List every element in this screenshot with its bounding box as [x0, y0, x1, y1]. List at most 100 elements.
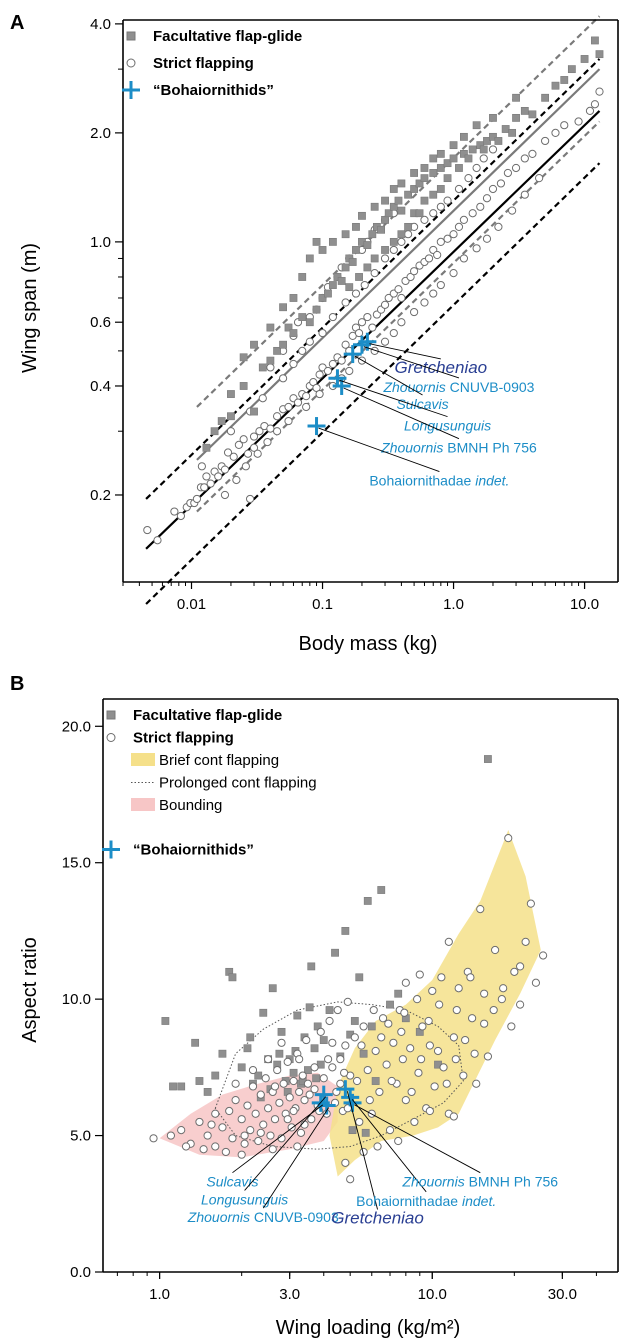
point-strict-flapping: [181, 1142, 191, 1151]
annotation-label: Bohaiornithadae indet.: [356, 1193, 496, 1209]
point-facultative-flap-glide: [203, 1088, 212, 1096]
point-strict-flapping: [302, 402, 311, 412]
point-strict-flapping: [270, 1082, 280, 1091]
point-facultative-flap-glide: [305, 318, 314, 327]
point-strict-flapping: [560, 121, 569, 130]
point-strict-flapping: [223, 448, 233, 457]
annotation-specimen: indet.: [458, 1193, 496, 1209]
annotation-leader: [369, 343, 441, 360]
point-strict-flapping: [397, 293, 406, 303]
point-facultative-flap-glide: [397, 230, 406, 239]
legend-label: Prolonged cont flapping: [159, 775, 317, 792]
legend-entry: “Bohaiornithids”: [102, 840, 254, 859]
legend-entry: Brief cont flapping: [131, 752, 279, 769]
point-strict-flapping: [283, 1057, 292, 1067]
point-strict-flapping: [284, 402, 293, 412]
point-facultative-flap-glide: [259, 1008, 268, 1017]
point-facultative-flap-glide: [305, 1003, 314, 1012]
legend-entry: Bounding: [131, 797, 222, 814]
point-strict-flapping: [444, 937, 453, 946]
point-facultative-flap-glide: [258, 363, 267, 372]
point-strict-flapping: [425, 1041, 434, 1050]
point-strict-flapping: [480, 1019, 489, 1028]
point-strict-flapping: [302, 1035, 311, 1045]
point-strict-flapping: [574, 117, 583, 126]
point-facultative-flap-glide: [436, 164, 445, 172]
point-strict-flapping: [207, 1120, 216, 1129]
annotation-specimen: BMNH Ph 756: [465, 1174, 559, 1190]
point-strict-flapping: [420, 298, 429, 307]
point-strict-flapping: [254, 1136, 263, 1146]
y-tick-label: 0.0: [70, 1264, 91, 1281]
point-facultative-flap-glide: [277, 1027, 286, 1036]
annotation-leader: [354, 1104, 481, 1174]
point-strict-flapping: [237, 1115, 246, 1124]
point-strict-flapping: [451, 1055, 460, 1064]
point-strict-flapping: [449, 1112, 458, 1121]
x-tick-label: 0.01: [177, 596, 206, 613]
point-strict-flapping: [418, 1022, 427, 1031]
point-strict-flapping: [264, 1055, 273, 1064]
y-tick-label: 15.0: [62, 855, 91, 872]
point-strict-flapping: [166, 1131, 175, 1140]
point-strict-flapping: [328, 1063, 337, 1072]
point-strict-flapping: [273, 1065, 282, 1075]
point-facultative-flap-glide: [420, 164, 429, 172]
point-strict-flapping: [319, 1074, 328, 1083]
point-facultative-flap-glide: [394, 196, 403, 205]
point-facultative-flap-glide: [455, 164, 463, 172]
point-facultative-flap-glide: [352, 246, 360, 254]
point-strict-flapping: [433, 1046, 443, 1056]
point-strict-flapping: [454, 222, 464, 231]
point-strict-flapping: [380, 337, 390, 346]
point-strict-flapping: [365, 1096, 374, 1105]
point-facultative-flap-glide: [389, 185, 398, 193]
y-tick-label: 5.0: [70, 1128, 91, 1145]
point-facultative-flap-glide: [528, 110, 537, 119]
point-facultative-flap-glide: [210, 427, 219, 436]
point-facultative-flap-glide: [541, 93, 550, 102]
annotation-specimen: CNUVB-0903: [250, 1209, 339, 1225]
point-facultative-flap-glide: [284, 323, 293, 332]
point-strict-flapping: [341, 1041, 350, 1050]
point-strict-flapping: [241, 462, 250, 471]
legend-swatch-square: [106, 710, 116, 720]
point-strict-flapping: [497, 995, 506, 1004]
x-tick-label: 1.0: [149, 1286, 170, 1303]
point-strict-flapping: [192, 494, 202, 504]
legend-label: Strict flapping: [133, 730, 234, 747]
legend-swatch-yellow: [131, 753, 155, 766]
point-strict-flapping: [206, 479, 215, 488]
point-strict-flapping: [336, 1055, 345, 1064]
point-strict-flapping: [275, 1098, 284, 1107]
panel-label-b: B: [10, 673, 24, 695]
point-facultative-flap-glide: [239, 353, 248, 362]
point-strict-flapping: [516, 962, 525, 971]
point-facultative-flap-glide: [512, 93, 520, 102]
point-facultative-flap-glide: [381, 246, 389, 254]
point-strict-flapping: [406, 1044, 415, 1053]
point-strict-flapping: [279, 1079, 288, 1088]
point-strict-flapping: [176, 511, 186, 521]
annotation-taxon: Zhouornis: [187, 1209, 250, 1225]
annotation-taxon: Longusunguis: [201, 1191, 288, 1207]
point-strict-flapping: [278, 374, 288, 383]
point-strict-flapping: [323, 366, 333, 376]
point-strict-flapping: [200, 483, 209, 492]
point-strict-flapping: [325, 1016, 334, 1026]
point-facultative-flap-glide: [381, 196, 389, 205]
point-strict-flapping: [464, 174, 473, 183]
annotation-leader: [232, 1104, 324, 1174]
point-facultative-flap-glide: [404, 222, 413, 231]
point-strict-flapping: [298, 1071, 307, 1080]
point-strict-flapping: [336, 1079, 345, 1088]
annotation-label: Bohaiornithadae indet.: [369, 473, 509, 489]
point-strict-flapping: [415, 970, 424, 979]
point-strict-flapping: [425, 1106, 434, 1116]
point-strict-flapping: [266, 424, 275, 433]
point-facultative-flap-glide: [367, 1022, 376, 1031]
point-strict-flapping: [452, 1005, 461, 1015]
point-strict-flapping: [302, 392, 311, 401]
point-facultative-flap-glide: [404, 190, 413, 199]
